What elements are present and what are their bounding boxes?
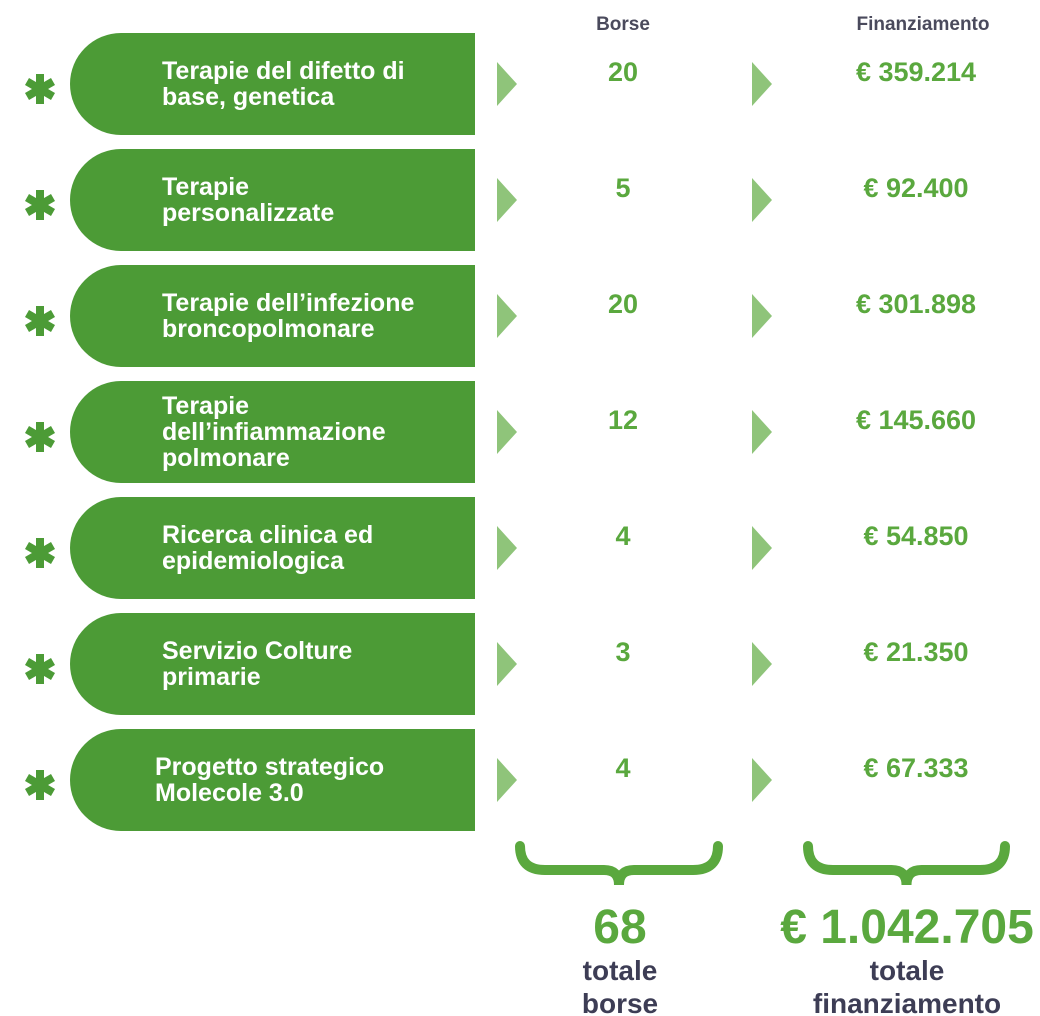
label-line: Terapie del difetto di (162, 57, 405, 85)
arrow (497, 410, 517, 454)
asterisk-arm (25, 310, 55, 332)
asterisk-arm (25, 774, 55, 796)
label-line: personalizzate (162, 199, 335, 227)
total-value: 68 (593, 901, 647, 954)
total-caption: totale borse (470, 954, 770, 1016)
label-line: base, genetica (162, 83, 335, 111)
asterisk (25, 306, 55, 336)
caption-line: borse (581, 988, 659, 1016)
caption-line: totale (582, 955, 658, 986)
label-line: Progetto strategico (155, 753, 385, 781)
finanziamento-value: € 67.333 (863, 753, 969, 783)
borse-value: 4 (615, 521, 631, 551)
category-pill (70, 265, 475, 367)
category-pill (70, 729, 475, 831)
total-value: € 1.042.705 (780, 901, 1034, 954)
asterisk-arm (25, 78, 55, 100)
borse-value: 12 (607, 405, 639, 435)
brace (515, 841, 723, 886)
label-line: broncopolmonare (162, 315, 375, 343)
finanziamento-value: € 92.400 (863, 173, 969, 203)
arrow (497, 758, 517, 802)
borse-value: 20 (607, 57, 639, 87)
arrow (752, 526, 772, 570)
arrow (752, 642, 772, 686)
category-label: Ricerca clinica ed epidemiologica (162, 522, 373, 574)
arrow (497, 62, 517, 106)
label-line: Molecole 3.0 (155, 779, 304, 807)
category-label: Progetto strategico Molecole 3.0 (155, 754, 384, 806)
category-pill (70, 149, 475, 251)
asterisk-arm (25, 658, 55, 680)
label-line: Ricerca clinica ed (162, 521, 374, 549)
arrow (752, 294, 772, 338)
label-line: Terapie dell’infezione (162, 289, 415, 317)
category-pill (70, 33, 475, 135)
label-line: Terapie (162, 392, 250, 420)
brace (803, 841, 1010, 886)
label-line: dell’infiammazione (162, 418, 386, 446)
label-line: primarie (162, 663, 261, 691)
finanziamento-value: € 145.660 (855, 405, 977, 435)
asterisk (25, 74, 55, 104)
asterisk-arm (25, 542, 55, 564)
caption-line: totale (869, 955, 945, 986)
asterisk-arm (25, 426, 55, 448)
arrow (497, 642, 517, 686)
finanziamento-value: € 301.898 (855, 289, 977, 319)
category-pill (70, 381, 475, 483)
borse-value: 4 (615, 753, 631, 783)
borse-value: 5 (615, 173, 631, 203)
finanziamento-value: € 21.350 (863, 637, 969, 667)
asterisk (25, 422, 55, 452)
borse-value: 20 (607, 289, 639, 319)
finanziamento-value: € 359.214 (855, 57, 977, 87)
label-line: Servizio Colture (162, 637, 353, 665)
category-label: Terapie dell’infezione broncopolmonare (162, 290, 414, 342)
borse-value: 3 (615, 637, 631, 667)
category-pill (70, 497, 475, 599)
arrow (752, 410, 772, 454)
category-label: Servizio Colture primarie (162, 638, 352, 690)
asterisk (25, 770, 55, 800)
arrow (497, 526, 517, 570)
arrow (497, 178, 517, 222)
label-line: Terapie (162, 173, 250, 201)
asterisk (25, 654, 55, 684)
category-label: Terapie personalizzate (162, 174, 334, 226)
column-header: Finanziamento (856, 14, 990, 35)
caption-line: finanziamento (812, 988, 1002, 1016)
category-label: Terapie dell’infiammazione polmonare (162, 393, 386, 471)
label-line: epidemiologica (162, 547, 344, 575)
label-line: polmonare (162, 444, 290, 472)
asterisk (25, 538, 55, 568)
asterisk (25, 190, 55, 220)
category-label: Terapie del difetto di base, genetica (162, 58, 405, 110)
finanziamento-value: € 54.850 (863, 521, 969, 551)
column-header: Borse (596, 14, 650, 35)
category-pill (70, 613, 475, 715)
asterisk-arm (25, 194, 55, 216)
total-caption: totale finanziamento (757, 954, 1040, 1016)
arrow (752, 758, 772, 802)
arrow (497, 294, 517, 338)
arrow (752, 178, 772, 222)
arrow (752, 62, 772, 106)
